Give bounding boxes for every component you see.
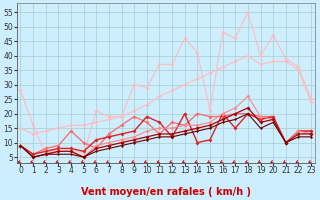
X-axis label: Vent moyen/en rafales ( km/h ): Vent moyen/en rafales ( km/h ) xyxy=(81,187,251,197)
